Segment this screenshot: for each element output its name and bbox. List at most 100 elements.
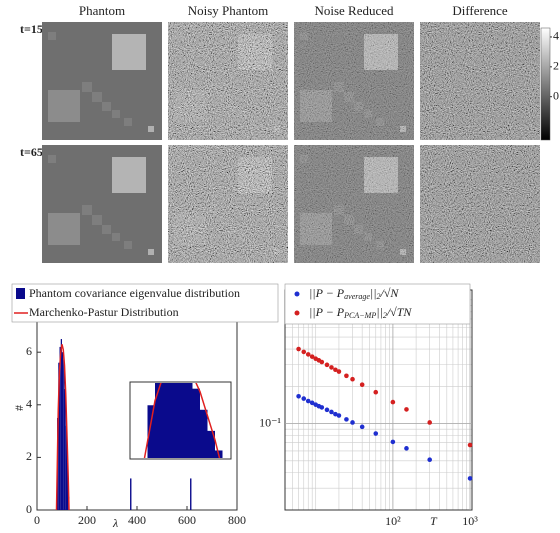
- histogram-bar: [170, 383, 178, 458]
- noise: [294, 145, 414, 263]
- inset: [143, 383, 223, 458]
- histogram-bar: [58, 362, 60, 510]
- histogram-bar: [64, 389, 66, 510]
- y-axis-label: #: [12, 405, 26, 411]
- colorbar: [540, 27, 551, 141]
- image-panel: [168, 145, 288, 263]
- legend-marker: [294, 291, 300, 297]
- data-point: [329, 409, 334, 415]
- image-panel: [294, 22, 414, 140]
- data-point: [373, 431, 379, 436]
- data-point: [329, 365, 334, 370]
- data-point: [359, 424, 365, 430]
- legend-marker: [294, 310, 300, 316]
- data-point: [336, 369, 342, 374]
- histogram-bar: [67, 462, 69, 510]
- data-point: [467, 442, 473, 448]
- histogram-bar: [147, 405, 155, 458]
- mp-curve: [143, 383, 221, 458]
- phantom-square: [48, 90, 80, 122]
- y-tick-label: 10⁻¹: [259, 415, 281, 429]
- legend-box: [284, 283, 471, 325]
- legend-box: [11, 283, 279, 323]
- data-point: [359, 382, 365, 387]
- data-point: [301, 349, 307, 355]
- histogram-bar: [192, 388, 200, 458]
- row-label: t=65: [20, 145, 43, 159]
- phantom-dot: [148, 249, 154, 255]
- data-point: [305, 352, 311, 357]
- data-point: [336, 413, 342, 418]
- phantom-square: [112, 34, 146, 70]
- legend-label: ||P − PPCA−MP​||2​/√TN: [309, 305, 412, 320]
- column-title: Noise Reduced: [314, 3, 394, 18]
- noise: [294, 22, 414, 140]
- data-point: [324, 407, 330, 413]
- column-title: Noisy Phantom: [188, 3, 269, 18]
- data-point: [301, 396, 307, 401]
- data-point: [319, 359, 325, 365]
- phantom-square: [48, 32, 56, 40]
- phantom-square: [102, 225, 111, 234]
- histogram-bar: [177, 383, 185, 458]
- noise: [420, 22, 540, 140]
- phantom-square: [92, 92, 102, 102]
- histogram-bar: [200, 409, 208, 458]
- data-point: [296, 346, 301, 352]
- x-tick-label: 0: [34, 513, 40, 527]
- x-axis-label: T: [430, 514, 438, 528]
- data-point: [344, 373, 349, 379]
- phantom-square: [124, 118, 132, 126]
- spike-bar: [190, 478, 192, 510]
- phantom-square: [112, 233, 120, 241]
- image-panel: [420, 145, 540, 263]
- column-title: Phantom: [79, 3, 125, 18]
- noise: [168, 145, 288, 263]
- data-point: [350, 420, 355, 425]
- data-point: [319, 405, 325, 410]
- phantom-square: [48, 155, 56, 163]
- phantom-square: [48, 213, 80, 245]
- phantom-square: [102, 102, 111, 111]
- data-point: [344, 417, 349, 422]
- data-point: [373, 389, 379, 395]
- x-axis-label: λ: [112, 516, 118, 530]
- row-label: t=15: [20, 22, 43, 36]
- x-tick-label: 200: [78, 513, 96, 527]
- x-tick-label: 400: [128, 513, 146, 527]
- data-point: [324, 362, 330, 368]
- data-point: [350, 376, 355, 382]
- image-panel: [294, 145, 414, 263]
- legend-label: Marchenko-Pastur Distribution: [29, 305, 179, 319]
- data-point: [296, 393, 301, 399]
- y-tick-label: 6: [26, 344, 32, 358]
- phantom-square: [124, 241, 132, 249]
- image-panel: [168, 22, 288, 140]
- image-panel: [420, 22, 540, 140]
- y-tick-label: 4: [26, 397, 32, 411]
- data-point: [404, 407, 409, 412]
- data-point: [390, 439, 396, 445]
- x-tick-label: 800: [228, 513, 246, 527]
- x-tick-label: 600: [178, 513, 196, 527]
- spike-bar: [130, 478, 132, 510]
- colorbar-tick-label: 0: [553, 88, 559, 102]
- phantom-square: [112, 110, 120, 118]
- x-tick-label: 10³: [462, 514, 478, 528]
- phantom-square: [92, 215, 102, 225]
- legend-swatch: [16, 288, 25, 299]
- mp-curve: [55, 344, 70, 511]
- phantom-square: [82, 82, 92, 92]
- histogram-bar: [60, 339, 62, 510]
- legend-label: Phantom covariance eigenvalue distributi…: [29, 286, 240, 300]
- y-tick-label: 2: [26, 449, 32, 463]
- x-tick-label: 10²: [385, 514, 401, 528]
- histogram-bar: [62, 352, 64, 510]
- phantom-square: [82, 205, 92, 215]
- image-panel: [42, 22, 162, 140]
- histogram-bar: [162, 383, 170, 458]
- colorbar-tick-label: 2: [553, 59, 559, 73]
- data-point: [333, 367, 338, 373]
- data-point: [427, 420, 432, 425]
- data-point: [467, 476, 473, 481]
